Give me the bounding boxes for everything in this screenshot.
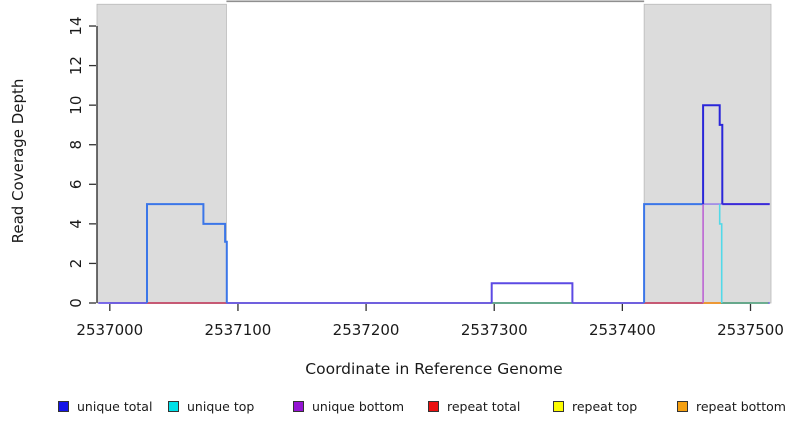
y-tick-label: 8 (67, 140, 85, 150)
y-tick-label: 6 (67, 180, 85, 190)
y-tick-label: 10 (67, 96, 85, 115)
y-tick-label: 0 (67, 298, 85, 308)
y-tick-label: 14 (67, 16, 85, 35)
series-unique-total-left-step (146, 203, 228, 303)
x-tick-label: 2537500 (717, 321, 784, 339)
y-tick-label: 4 (67, 219, 85, 229)
y-tick-label: 2 (67, 259, 85, 269)
y-tick-label: 12 (67, 56, 85, 75)
left-shaded-region (96, 3, 227, 304)
x-tick-label: 2537300 (461, 321, 528, 339)
x-axis-label: Coordinate in Reference Genome (305, 360, 563, 378)
x-tick-label: 2537100 (205, 321, 272, 339)
series-unique-total-spike (702, 104, 724, 205)
y-axis-label: Read Coverage Depth (9, 78, 27, 244)
series-unique-middle-step (490, 282, 574, 303)
x-tick-label: 2537200 (333, 321, 400, 339)
series-unique-total-right-rise (643, 203, 704, 303)
x-tick-label: 2537400 (589, 321, 656, 339)
series-unique-top-drop (718, 204, 723, 303)
x-tick-label: 2537000 (76, 321, 143, 339)
right-shaded-region (643, 3, 772, 304)
